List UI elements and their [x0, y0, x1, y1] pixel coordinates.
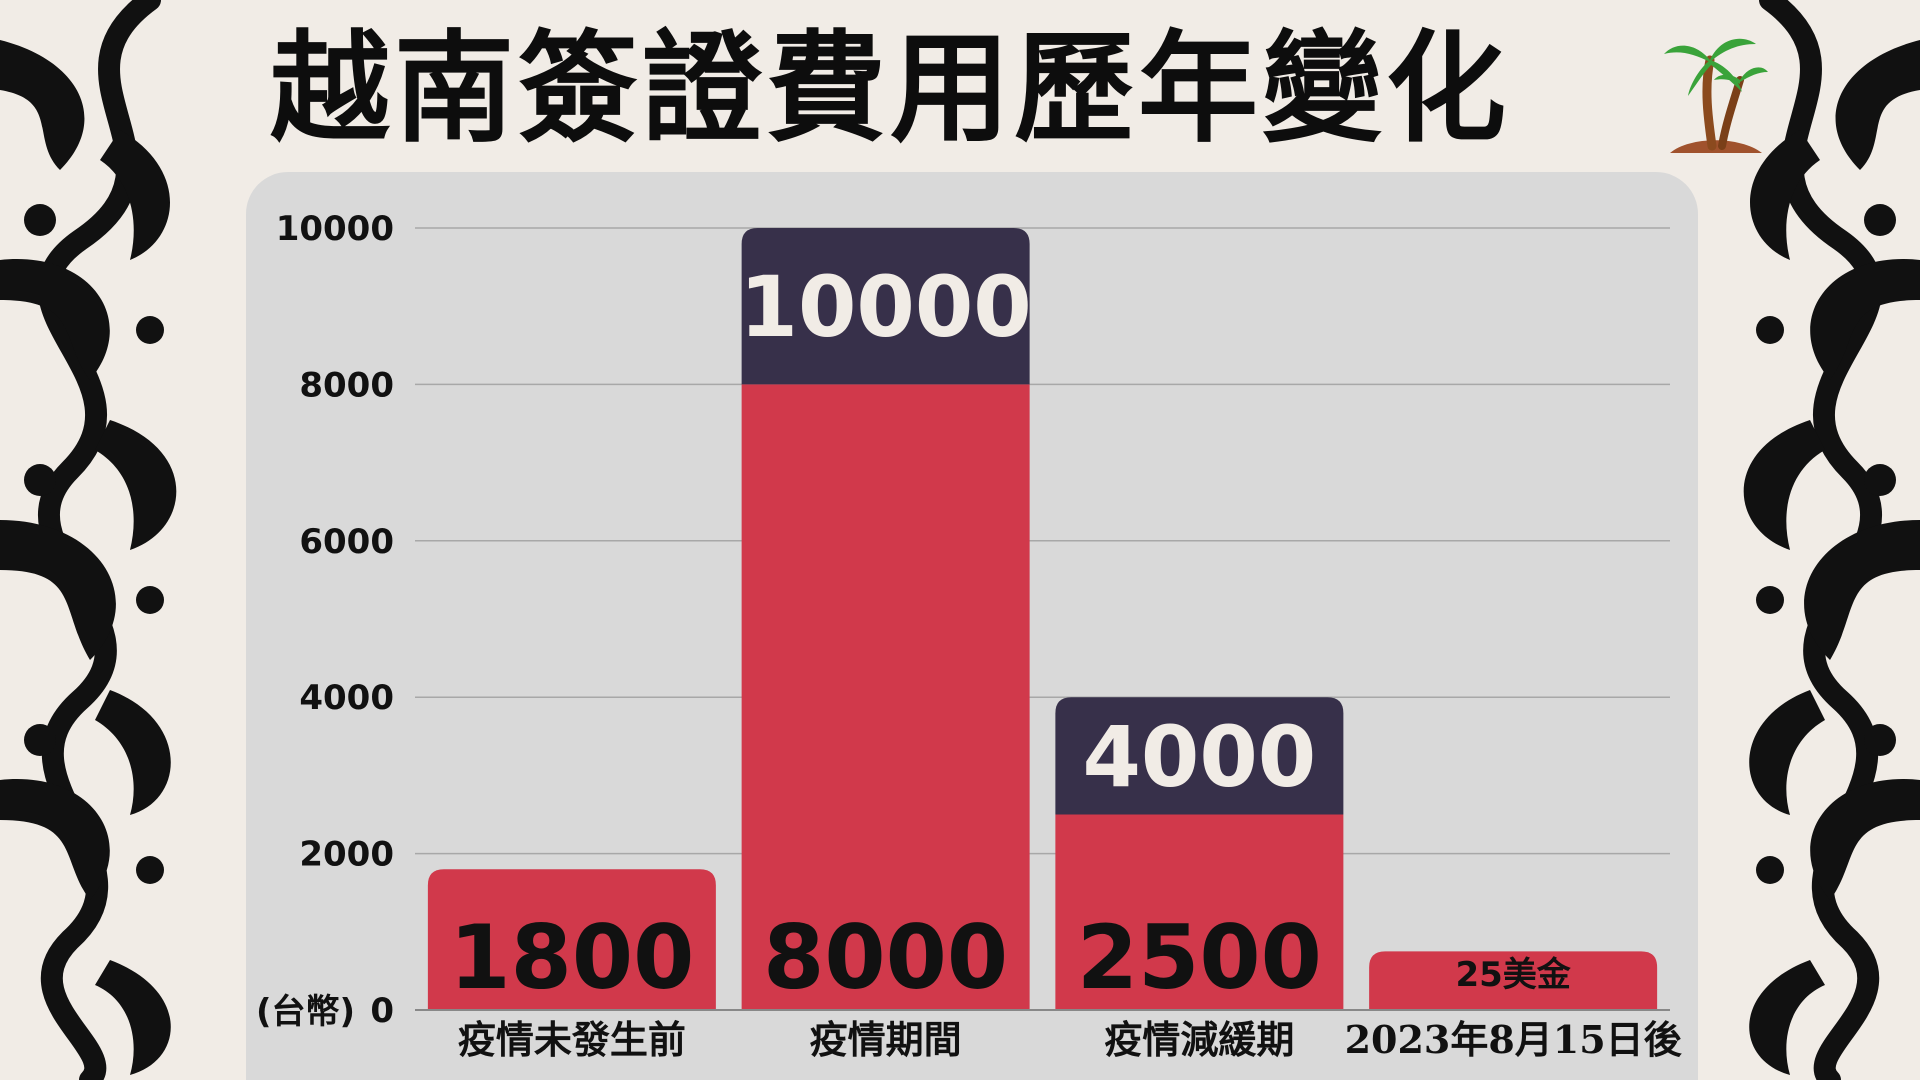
bar-top-segment	[741, 228, 1030, 385]
bar-base-label: 8000	[763, 906, 1008, 1009]
right-scroll-ornament	[1743, 0, 1920, 1080]
bar-base	[741, 384, 1030, 1010]
bar-base-label: 2500	[1077, 906, 1322, 1009]
x-category-label: 疫情減緩期	[1104, 1017, 1294, 1062]
y-tick-label: 0	[370, 991, 394, 1031]
bar-total-label: 10000	[740, 258, 1032, 356]
x-category-label: 疫情未發生前	[458, 1017, 686, 1062]
bar-top-segment	[1055, 697, 1344, 815]
y-tick-label: 6000	[299, 522, 394, 562]
bar-base-label: 25美金	[1455, 955, 1571, 995]
page-title: 越南簽證費用歷年變化	[270, 18, 1510, 159]
palm-tree-icon	[1664, 38, 1768, 153]
bar-base	[427, 869, 716, 1010]
y-axis-unit-label: (台幣)	[256, 992, 355, 1032]
y-tick-label: 10000	[276, 209, 394, 249]
bar-base	[1369, 951, 1658, 1010]
x-category-label: 2023年8月15日後	[1345, 1017, 1683, 1062]
y-tick-label: 4000	[299, 678, 394, 718]
bar-base	[1055, 814, 1344, 1010]
x-category-label: 疫情期間	[810, 1017, 962, 1062]
y-tick-label: 8000	[299, 365, 394, 405]
y-tick-label: 2000	[299, 835, 394, 875]
left-scroll-ornament	[0, 0, 177, 1080]
bar-base-label: 1800	[449, 906, 694, 1009]
bar-total-label: 4000	[1082, 708, 1316, 806]
